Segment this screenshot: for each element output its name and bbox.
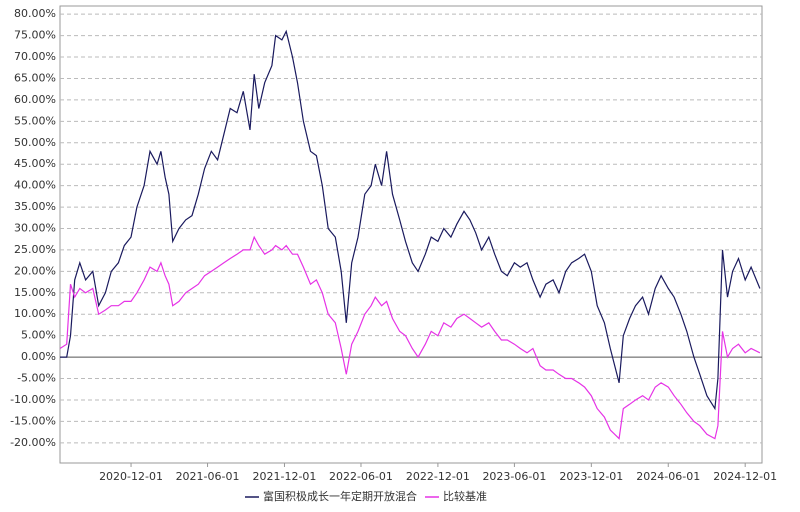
x-tick-label: 2021-06-01: [176, 470, 240, 483]
y-tick-label: -20.00%: [10, 436, 56, 449]
y-tick-label: 0.00%: [21, 350, 56, 363]
x-tick-label: 2022-06-01: [329, 470, 393, 483]
y-tick-label: 80.00%: [14, 7, 56, 20]
legend-label: 富国积极成长一年定期开放混合: [263, 489, 417, 503]
y-tick-label: -10.00%: [10, 393, 56, 406]
y-tick-label: 70.00%: [14, 50, 56, 63]
x-tick-label: 2021-12-01: [253, 470, 317, 483]
x-tick-label: 2023-12-01: [559, 470, 623, 483]
y-tick-label: 50.00%: [14, 136, 56, 149]
y-tick-label: 20.00%: [14, 264, 56, 277]
y-tick-label: -5.00%: [17, 372, 56, 385]
y-tick-label: 65.00%: [14, 71, 56, 84]
y-tick-label: 45.00%: [14, 157, 56, 170]
y-tick-label: 60.00%: [14, 93, 56, 106]
x-tick-label: 2020-12-01: [99, 470, 163, 483]
y-tick-label: 10.00%: [14, 307, 56, 320]
y-tick-label: -15.00%: [10, 414, 56, 427]
plot-frame: [59, 5, 763, 464]
legend-label: 比较基准: [443, 489, 487, 503]
y-tick-label: 15.00%: [14, 286, 56, 299]
y-tick-label: 75.00%: [14, 29, 56, 42]
x-tick-label: 2024-06-01: [636, 470, 700, 483]
y-tick-label: 35.00%: [14, 200, 56, 213]
y-tick-label: 55.00%: [14, 114, 56, 127]
series-line: [59, 235, 761, 440]
y-tick-label: 30.00%: [14, 221, 56, 234]
x-tick-label: 2023-06-01: [482, 470, 546, 483]
x-tick-label: 2022-12-01: [406, 470, 470, 483]
y-tick-label: 40.00%: [14, 179, 56, 192]
x-tick-label: 2024-12-01: [713, 470, 777, 483]
series-line: [60, 29, 761, 411]
y-tick-label: 5.00%: [21, 329, 56, 342]
y-tick-label: 25.00%: [14, 243, 56, 256]
